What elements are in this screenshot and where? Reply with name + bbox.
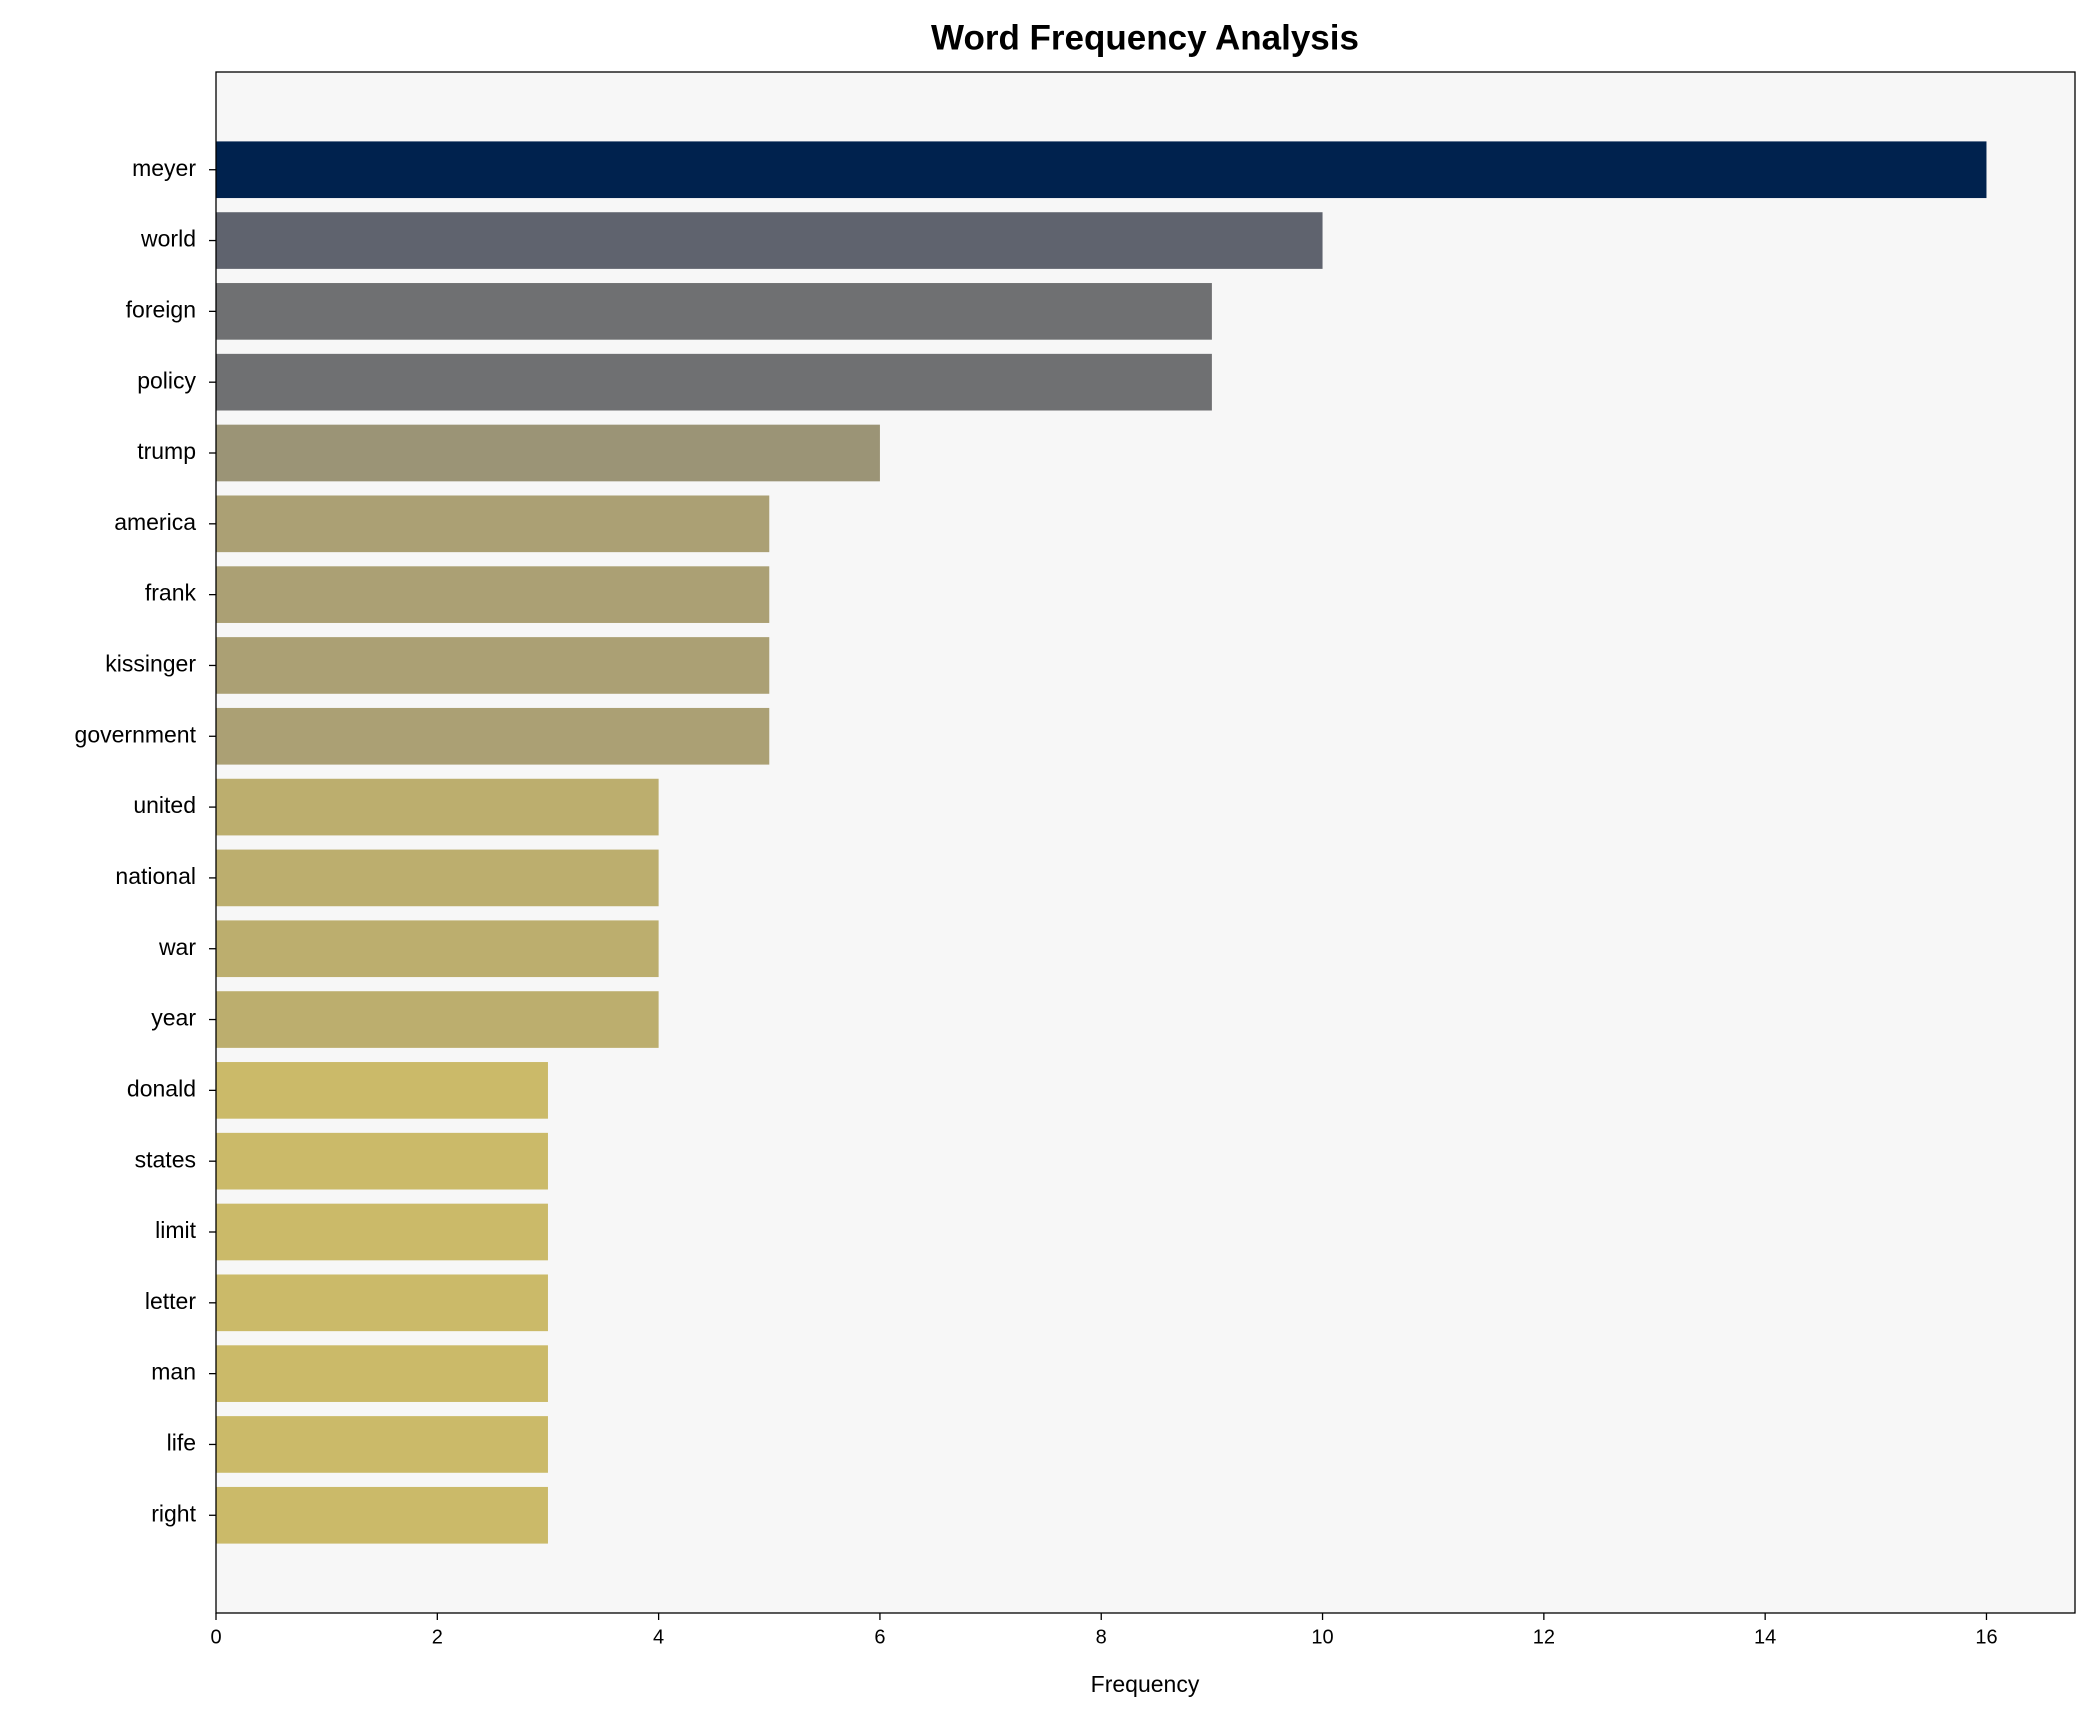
bar <box>216 283 1212 340</box>
chart-title: Word Frequency Analysis <box>931 18 1359 57</box>
y-tick-label: limit <box>155 1217 196 1243</box>
bar <box>216 1062 548 1119</box>
y-tick-label: foreign <box>126 296 196 322</box>
bar <box>216 1132 548 1190</box>
y-tick-label: letter <box>145 1288 196 1314</box>
y-tick-label: meyer <box>132 155 196 181</box>
bar <box>216 1203 548 1261</box>
y-tick-label: world <box>140 226 196 252</box>
y-tick-label: right <box>151 1500 196 1526</box>
y-tick-label: america <box>114 509 196 535</box>
bar <box>216 637 770 694</box>
y-tick-label: life <box>167 1430 196 1456</box>
x-axis-label: Frequency <box>1091 1671 1200 1697</box>
x-tick-label: 14 <box>1754 1626 1776 1648</box>
bar <box>216 424 880 482</box>
y-tick-label: war <box>158 934 196 960</box>
bar <box>216 778 659 836</box>
plot-frame <box>215 71 2076 1614</box>
bar <box>216 353 1212 411</box>
bar <box>216 991 659 1048</box>
y-tick-label: states <box>135 1146 196 1172</box>
y-tick-label: policy <box>137 367 196 393</box>
y-tick-label: frank <box>145 580 197 606</box>
y-tick-label: man <box>151 1359 196 1385</box>
y-tick-label: kissinger <box>105 651 196 677</box>
y-tick-label: trump <box>137 438 196 464</box>
bar <box>216 707 770 765</box>
bar <box>216 1416 548 1473</box>
x-tick-label: 16 <box>1975 1626 1997 1648</box>
x-tick-label: 6 <box>874 1626 885 1648</box>
bar <box>216 495 770 553</box>
x-tick-label: 4 <box>653 1626 664 1648</box>
bar <box>216 1486 548 1544</box>
x-tick-label: 8 <box>1096 1626 1107 1648</box>
bar <box>216 141 1987 199</box>
x-tick-label: 0 <box>210 1626 221 1648</box>
bar <box>216 1274 548 1332</box>
x-tick-label: 10 <box>1311 1626 1333 1648</box>
y-tick-label: united <box>133 792 196 818</box>
bar <box>216 920 659 978</box>
y-tick-label: year <box>151 1005 196 1031</box>
bar <box>216 212 1323 269</box>
x-tick-label: 12 <box>1533 1626 1555 1648</box>
y-tick-label: donald <box>127 1075 196 1101</box>
x-tick-label: 2 <box>432 1626 443 1648</box>
bar <box>216 566 770 623</box>
y-tick-label: national <box>115 863 196 889</box>
bar <box>216 1345 548 1402</box>
bar <box>216 849 659 907</box>
y-tick-label: government <box>75 721 197 747</box>
